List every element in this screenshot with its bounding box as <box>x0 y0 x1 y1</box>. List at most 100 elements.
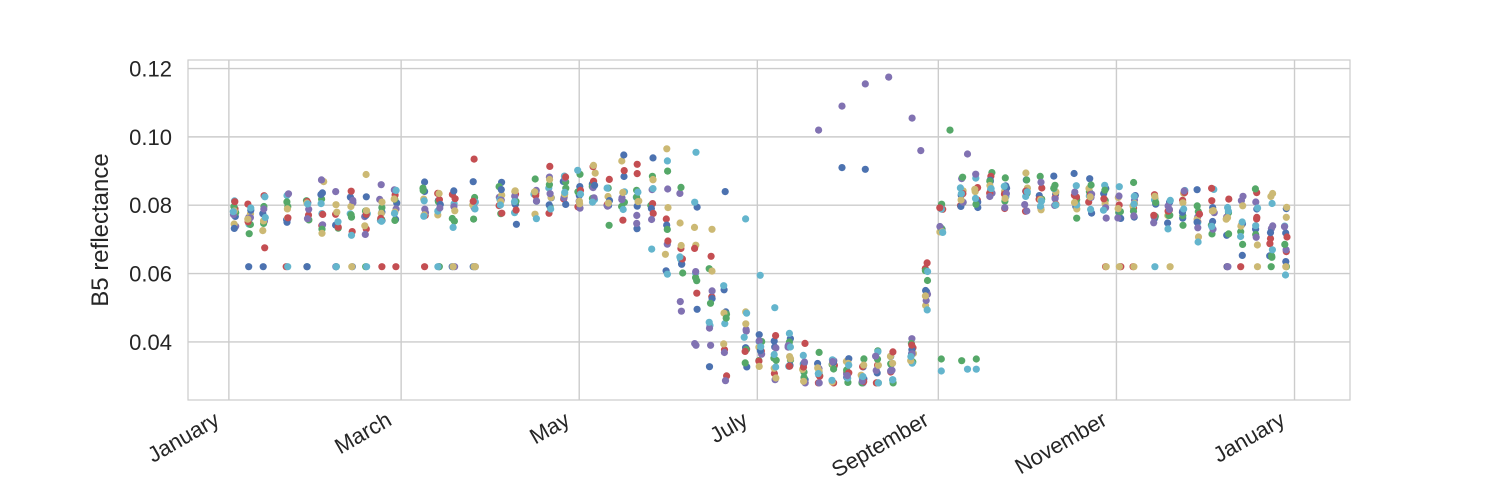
scatter-point <box>1239 240 1247 248</box>
scatter-point <box>1283 233 1291 241</box>
scatter-point <box>618 157 626 165</box>
scatter-point <box>1070 169 1078 178</box>
scatter-point <box>755 337 763 345</box>
scatter-point <box>972 355 980 363</box>
scatter-point <box>1239 202 1247 210</box>
scatter-point <box>692 274 700 282</box>
scatter-point <box>649 175 657 184</box>
scatter-point <box>1267 263 1275 271</box>
scatter-point <box>435 189 443 198</box>
scatter-point <box>589 161 598 169</box>
scatter-point <box>707 252 715 260</box>
y-tick-label: 0.04 <box>129 330 172 355</box>
scatter-point <box>770 337 778 345</box>
scatter-point <box>604 199 613 207</box>
scatter-point <box>469 197 477 205</box>
scatter-point <box>742 327 750 335</box>
scatter-point <box>691 244 699 252</box>
x-tick-label: January <box>143 407 223 468</box>
scatter-point <box>1102 263 1110 271</box>
scatter-point <box>1251 185 1259 193</box>
scatter-point <box>317 190 325 199</box>
scatter-point <box>362 207 371 215</box>
scatter-point <box>888 366 896 374</box>
scatter-point <box>1266 240 1274 248</box>
scatter-point <box>720 340 728 348</box>
scatter-point <box>420 212 428 220</box>
scatter-point <box>885 73 893 81</box>
scatter-point <box>361 222 369 230</box>
scatter-point <box>245 230 253 238</box>
scatter-point <box>770 350 778 359</box>
scatter-point <box>633 219 641 227</box>
scatter-point <box>261 193 269 201</box>
scatter-point <box>923 306 931 314</box>
scatter-point <box>907 353 915 361</box>
scatter-point <box>1023 176 1031 184</box>
scatter-point <box>230 224 238 232</box>
scatter-point <box>591 169 599 177</box>
scatter-point <box>1072 182 1080 190</box>
scatter-point <box>937 355 945 363</box>
scatter-point <box>662 215 670 223</box>
scatter-point <box>229 208 237 216</box>
scatter-point <box>1130 263 1138 271</box>
scatter-point <box>620 151 628 159</box>
scatter-point <box>633 160 641 168</box>
scatter-point <box>532 215 541 223</box>
scatter-point <box>1193 186 1201 194</box>
scatter-point <box>588 198 597 206</box>
scatter-point <box>1208 197 1216 205</box>
scatter-point <box>451 195 459 203</box>
scatter-point <box>1086 175 1094 183</box>
scatter-point <box>708 287 716 295</box>
scatter-point <box>889 376 897 384</box>
scatter-point <box>619 205 627 214</box>
scatter-point <box>679 269 687 277</box>
scatter-point <box>512 206 520 214</box>
scatter-point <box>1193 218 1201 226</box>
y-tick-label: 0.10 <box>129 125 172 150</box>
scatter-point <box>692 341 700 349</box>
scatter-point <box>448 214 456 223</box>
scatter-point <box>377 181 385 189</box>
scatter-point <box>1130 178 1138 187</box>
scatter-point <box>245 263 253 271</box>
scatter-point <box>1115 183 1123 191</box>
scatter-point <box>304 200 312 208</box>
scatter-point <box>705 363 714 371</box>
scatter-point <box>705 324 714 332</box>
scatter-point <box>861 80 869 88</box>
scatter-point <box>923 259 931 267</box>
scatter-point <box>1254 204 1262 212</box>
x-tick-label: July <box>705 407 751 448</box>
scatter-point <box>1208 222 1216 230</box>
scatter-point <box>633 211 641 219</box>
scatter-point <box>755 331 763 339</box>
scatter-point <box>1280 223 1289 231</box>
scatter-point <box>843 372 851 380</box>
scatter-point <box>633 225 641 233</box>
scatter-point <box>741 347 749 355</box>
scatter-point <box>917 147 925 155</box>
y-axis-label: B5 reflectance <box>87 153 114 306</box>
scatter-point <box>362 170 370 179</box>
scatter-point <box>971 185 979 193</box>
scatter-point <box>663 157 672 165</box>
scatter-point <box>721 377 730 385</box>
scatter-point <box>1179 221 1187 229</box>
scatter-point <box>334 223 342 231</box>
scatter-point <box>772 363 780 371</box>
scatter-point <box>741 359 749 367</box>
scatter-point <box>1114 205 1122 213</box>
scatter-point <box>531 175 539 183</box>
scatter-point <box>677 241 685 250</box>
scatter-point <box>845 361 853 369</box>
scatter-point <box>958 357 966 365</box>
scatter-point <box>261 244 269 252</box>
scatter-point <box>1086 193 1094 201</box>
scatter-point <box>1101 186 1109 194</box>
scatter-point <box>1071 188 1079 196</box>
data-points <box>229 73 1291 387</box>
scatter-point <box>1000 182 1008 190</box>
